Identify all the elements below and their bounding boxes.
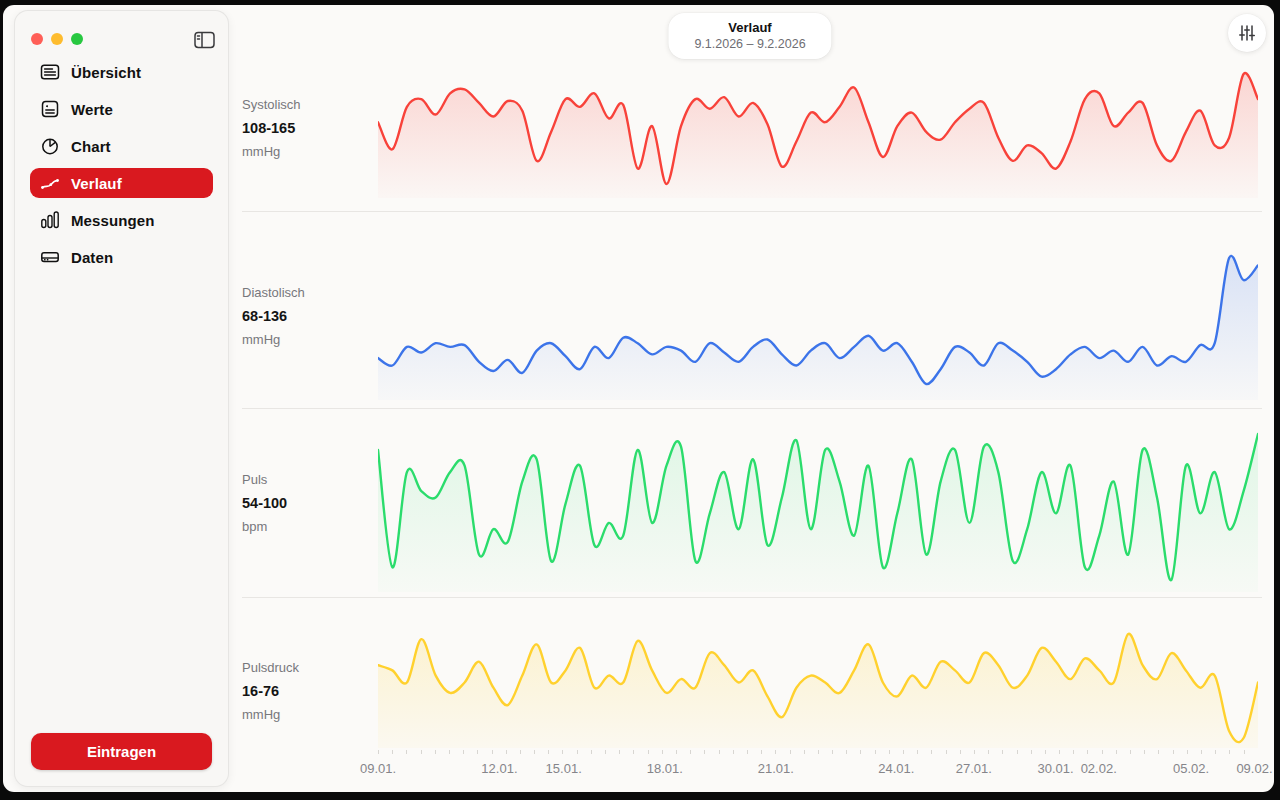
metric-label-pulse: Puls 54-100 bpm — [242, 472, 372, 534]
sidebar-item-label: Chart — [71, 138, 111, 155]
metric-unit: mmHg — [242, 144, 372, 159]
filter-button[interactable] — [1228, 14, 1266, 52]
sidebar-item-label: Daten — [71, 249, 113, 266]
metric-range: 68-136 — [242, 308, 372, 324]
section-divider — [242, 408, 1262, 409]
x-axis-label: 15.01. — [546, 761, 582, 776]
pie-chart-icon — [40, 136, 60, 156]
x-axis-label: 05.02. — [1173, 761, 1209, 776]
metric-unit: bpm — [242, 519, 372, 534]
sidebar-item-label: Verlauf — [71, 175, 122, 192]
metric-range: 54-100 — [242, 495, 372, 511]
sidebar-item-daten[interactable]: Daten — [30, 242, 213, 272]
x-axis-label: 09.02. — [1236, 761, 1272, 776]
close-window-button[interactable] — [31, 33, 43, 45]
sidebar-item-chart[interactable]: Chart — [30, 131, 213, 161]
metric-label-diastolic: Diastolisch 68-136 mmHg — [242, 285, 372, 347]
zoom-window-button[interactable] — [71, 33, 83, 45]
traffic-lights — [31, 33, 83, 45]
pulse-chart[interactable] — [378, 428, 1258, 592]
eintragen-button[interactable]: Eintragen — [31, 733, 212, 770]
section-divider — [242, 597, 1262, 598]
x-axis-label: 30.01. — [1038, 761, 1074, 776]
metric-name: Puls — [242, 472, 372, 487]
date-range-label: 9.1.2026 – 9.2.2026 — [694, 37, 805, 51]
x-axis-ticks — [378, 750, 1258, 754]
sidebar-item-label: Messungen — [71, 212, 154, 229]
diastolic-chart[interactable] — [378, 252, 1258, 400]
sidebar: Übersicht Werte Chart — [14, 10, 229, 787]
section-divider — [242, 211, 1262, 212]
sidebar-item-uebersicht[interactable]: Übersicht — [30, 57, 213, 87]
x-axis-label: 21.01. — [758, 761, 794, 776]
metric-unit: mmHg — [242, 707, 372, 722]
sidebar-menu: Übersicht Werte Chart — [30, 57, 213, 279]
sidebar-item-messungen[interactable]: Messungen — [30, 205, 213, 235]
minimize-window-button[interactable] — [51, 33, 63, 45]
metric-name: Systolisch — [242, 97, 372, 112]
date-range-button[interactable]: Verlauf 9.1.2026 – 9.2.2026 — [668, 13, 831, 59]
x-axis-label: 02.02. — [1081, 761, 1117, 776]
x-axis-labels: 09.01. 12.01. 15.01. 18.01. 21.01. 24.01… — [378, 761, 1258, 779]
metric-label-systolic: Systolisch 108-165 mmHg — [242, 97, 372, 159]
vertical-sliders-icon — [1238, 24, 1256, 42]
metric-range: 108-165 — [242, 120, 372, 136]
sidebar-item-werte[interactable]: Werte — [30, 94, 213, 124]
sidebar-toggle-button[interactable] — [193, 30, 215, 50]
external-drive-icon — [40, 247, 60, 267]
x-axis-label: 09.01. — [360, 761, 396, 776]
systolic-chart[interactable] — [378, 66, 1258, 198]
line-chart-icon — [40, 173, 60, 193]
metric-label-pulse-pressure: Pulsdruck 16-76 mmHg — [242, 660, 372, 722]
metric-name: Pulsdruck — [242, 660, 372, 675]
metric-unit: mmHg — [242, 332, 372, 347]
sidebar-item-label: Werte — [71, 101, 113, 118]
sidebar-item-label: Übersicht — [71, 64, 141, 81]
sidebar-item-verlauf[interactable]: Verlauf — [30, 168, 213, 198]
sidebar-icon — [194, 31, 215, 49]
heart-text-square-icon — [40, 99, 60, 119]
page-title: Verlauf — [694, 20, 805, 35]
metric-range: 16-76 — [242, 683, 372, 699]
x-axis-label: 12.01. — [481, 761, 517, 776]
x-axis-label: 18.01. — [647, 761, 683, 776]
app-window: Übersicht Werte Chart — [3, 5, 1274, 792]
x-axis-label: 24.01. — [878, 761, 914, 776]
bar-chart-icon — [40, 210, 60, 230]
x-axis-label: 27.01. — [956, 761, 992, 776]
list-rectangle-icon — [40, 62, 60, 82]
metric-name: Diastolisch — [242, 285, 372, 300]
pulse-pressure-chart[interactable] — [378, 630, 1258, 748]
